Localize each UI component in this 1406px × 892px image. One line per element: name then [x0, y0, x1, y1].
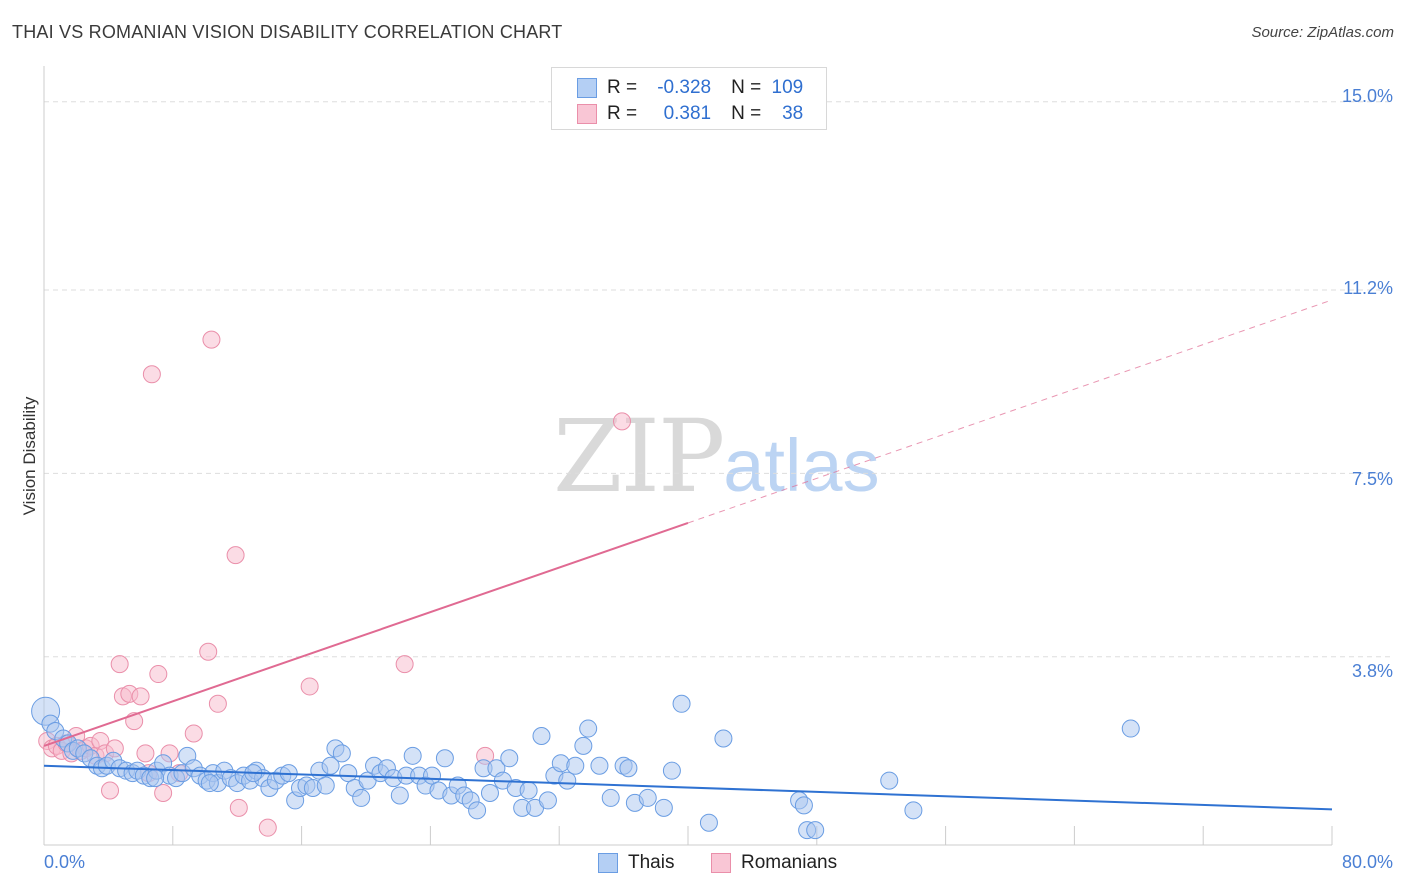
chart-title: THAI VS ROMANIAN VISION DISABILITY CORRE…	[12, 22, 563, 42]
thais-point	[532, 726, 551, 745]
n-value: 38	[782, 103, 804, 124]
thais-point	[316, 776, 335, 795]
source-credit: Source: ZipAtlas.com	[1251, 24, 1394, 41]
thais-point	[146, 769, 165, 788]
thais-point	[558, 771, 577, 790]
romanians-legend-swatch	[711, 853, 731, 873]
romanians-point	[142, 365, 161, 384]
romanians-point	[136, 744, 155, 763]
thais-point	[390, 786, 409, 805]
thais-point	[332, 744, 351, 763]
thais-point	[714, 729, 733, 748]
thais-point	[601, 788, 620, 807]
romanians-point	[229, 798, 248, 817]
romanians-point	[184, 724, 203, 743]
y-axis-label: Vision Disability	[20, 396, 39, 516]
romanians-trend-line	[43, 521, 689, 747]
x-tick-label-max: 80.0%	[1341, 852, 1393, 872]
thais-point	[579, 719, 598, 738]
romanians-point	[226, 546, 245, 565]
thais-point	[538, 791, 557, 810]
thais-point	[339, 764, 358, 783]
thais-point	[352, 788, 371, 807]
trend-lines	[43, 299, 1333, 811]
n-label: N =	[731, 77, 762, 98]
thais-point	[590, 756, 609, 775]
romanians-point	[612, 412, 631, 431]
y-tick-label-15: 15.0%	[1341, 86, 1393, 106]
thais-point	[403, 746, 422, 765]
romanians-swatch	[577, 104, 597, 124]
thais-point	[321, 756, 340, 775]
thais-point	[662, 761, 681, 780]
romanians-point	[208, 694, 227, 713]
thais-point	[654, 798, 673, 817]
thais-point	[200, 774, 219, 793]
thais-point	[672, 694, 691, 713]
y-tick-label-3-8: 3.8%	[1351, 661, 1393, 681]
x-tick-label-min: 0.0%	[44, 852, 86, 872]
r-label: R =	[607, 103, 638, 124]
romanians-point	[101, 781, 120, 800]
gridlines	[44, 101, 1392, 658]
romanians-point	[149, 665, 168, 684]
thais-point	[880, 771, 899, 790]
romanians-point	[199, 642, 218, 661]
watermark-atlas: atlas	[723, 424, 880, 507]
thais-legend-label: Thais	[628, 852, 675, 873]
thais-point	[1121, 719, 1140, 738]
romanians-legend-label: Romanians	[741, 852, 838, 873]
romanians-point	[202, 330, 221, 349]
romanians-point	[258, 818, 277, 837]
thais-point	[435, 749, 454, 768]
thais-point	[699, 813, 718, 832]
n-label: N =	[731, 103, 762, 124]
thais-trend-line	[43, 764, 1333, 811]
romanians-point	[395, 655, 414, 674]
watermark: ZIPatlas	[553, 398, 880, 515]
romanians-trend-line-projection	[687, 299, 1333, 524]
romanians-point	[154, 783, 173, 802]
r-value: 0.381	[663, 103, 712, 124]
romanians-point	[300, 677, 319, 696]
y-tick-label-11-2: 11.2%	[1343, 278, 1393, 298]
thais-point	[468, 801, 487, 820]
thais-point	[619, 759, 638, 778]
thais-point	[638, 788, 657, 807]
thais-point	[806, 821, 825, 840]
thais-point	[794, 796, 813, 815]
thais-point	[519, 781, 538, 800]
romanians-point	[110, 655, 129, 674]
thais-points	[31, 694, 1140, 840]
thais-point	[566, 756, 585, 775]
legend-row-romanians: R = 0.381 N = 38	[577, 102, 803, 126]
legend-row-thais: R = -0.328 N = 109	[577, 76, 803, 100]
thais-point	[480, 783, 499, 802]
watermark-zip: ZIP	[553, 398, 725, 515]
legend-item-thais[interactable]: Thais	[598, 852, 674, 874]
thais-point	[500, 749, 519, 768]
r-label: R =	[607, 77, 638, 98]
y-tick-label-7-5: 7.5%	[1351, 469, 1393, 489]
thais-point	[904, 801, 923, 820]
n-value: 109	[771, 77, 804, 98]
legend-item-romanians[interactable]: Romanians	[711, 852, 837, 874]
thais-swatch	[577, 78, 597, 98]
r-value: -0.328	[657, 77, 712, 98]
romanians-point	[131, 687, 150, 706]
correlation-legend: R = -0.328 N = 109 R = 0.381 N = 38	[551, 67, 827, 130]
thais-point	[574, 736, 593, 755]
thais-legend-swatch	[598, 853, 618, 873]
